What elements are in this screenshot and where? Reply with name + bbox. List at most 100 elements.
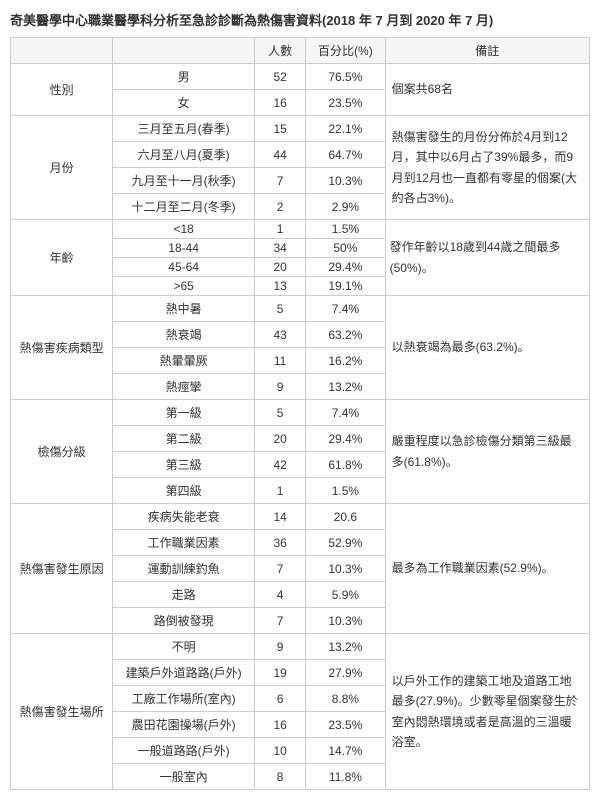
subcategory-cell: >65 (113, 277, 255, 296)
count-cell: 4 (255, 582, 306, 608)
header-blank1 (11, 38, 113, 64)
count-cell: 36 (255, 530, 306, 556)
subcategory-cell: 工作職業因素 (113, 530, 255, 556)
count-cell: 44 (255, 142, 306, 168)
count-cell: 2 (255, 194, 306, 220)
pct-cell: 7.4% (306, 296, 385, 322)
subcategory-cell: 不明 (113, 634, 255, 660)
pct-cell: 8.8% (306, 686, 385, 712)
subcategory-cell: 男 (113, 64, 255, 90)
table-row: 年齡<1811.5%發作年齡以18歲到44歲之間最多(50%)。 (11, 220, 590, 239)
table-row: 檢傷分級第一級57.4%嚴重程度以急診檢傷分類第三級最多(61.8%)。 (11, 400, 590, 426)
category-cell: 月份 (11, 116, 113, 220)
pct-cell: 10.3% (306, 556, 385, 582)
count-cell: 14 (255, 504, 306, 530)
header-note: 備註 (385, 38, 589, 64)
subcategory-cell: 第二級 (113, 426, 255, 452)
table-row: 月份三月至五月(春季)1522.1%熱傷害發生的月份分佈於4月到12月，其中以6… (11, 116, 590, 142)
pct-cell: 1.5% (306, 478, 385, 504)
count-cell: 43 (255, 322, 306, 348)
pct-cell: 52.9% (306, 530, 385, 556)
count-cell: 20 (255, 258, 306, 277)
pct-cell: 13.2% (306, 374, 385, 400)
pct-cell: 13.2% (306, 634, 385, 660)
pct-cell: 29.4% (306, 258, 385, 277)
subcategory-cell: 九月至十一月(秋季) (113, 168, 255, 194)
pct-cell: 23.5% (306, 712, 385, 738)
count-cell: 16 (255, 90, 306, 116)
subcategory-cell: 熱痙攣 (113, 374, 255, 400)
pct-cell: 27.9% (306, 660, 385, 686)
pct-cell: 16.2% (306, 348, 385, 374)
subcategory-cell: 工廠工作場所(室內) (113, 686, 255, 712)
subcategory-cell: 第三級 (113, 452, 255, 478)
count-cell: 16 (255, 712, 306, 738)
pct-cell: 22.1% (306, 116, 385, 142)
note-cell: 最多為工作職業因素(52.9%)。 (385, 504, 589, 634)
count-cell: 7 (255, 608, 306, 634)
table-row: 熱傷害發生場所不明913.2%以戶外工作的建築工地及道路工地最多(27.9%)。… (11, 634, 590, 660)
pct-cell: 76.5% (306, 64, 385, 90)
category-cell: 熱傷害疾病類型 (11, 296, 113, 400)
pct-cell: 10.3% (306, 608, 385, 634)
count-cell: 9 (255, 374, 306, 400)
note-cell: 個案共68名 (385, 64, 589, 116)
page-title: 奇美醫學中心職業醫學科分析至急診診斷為熱傷害資料(2018 年 7 月到 202… (10, 10, 590, 29)
pct-cell: 2.9% (306, 194, 385, 220)
subcategory-cell: 熱中暑 (113, 296, 255, 322)
note-cell: 以熱衰竭為最多(63.2%)。 (385, 296, 589, 400)
count-cell: 8 (255, 764, 306, 790)
count-cell: 5 (255, 296, 306, 322)
subcategory-cell: 疾病失能老衰 (113, 504, 255, 530)
pct-cell: 64.7% (306, 142, 385, 168)
subcategory-cell: 熱衰竭 (113, 322, 255, 348)
pct-cell: 7.4% (306, 400, 385, 426)
count-cell: 15 (255, 116, 306, 142)
count-cell: 1 (255, 478, 306, 504)
data-table: 人數 百分比(%) 備註 性別男5276.5%個案共68名女1623.5%月份三… (10, 37, 590, 790)
subcategory-cell: 三月至五月(春季) (113, 116, 255, 142)
count-cell: 42 (255, 452, 306, 478)
pct-cell: 50% (306, 239, 385, 258)
subcategory-cell: 熱暈暈厥 (113, 348, 255, 374)
subcategory-cell: 第四級 (113, 478, 255, 504)
pct-cell: 63.2% (306, 322, 385, 348)
note-cell: 以戶外工作的建築工地及道路工地最多(27.9%)。少數零星個案發生於室內悶熱環境… (385, 634, 589, 790)
category-cell: 性別 (11, 64, 113, 116)
count-cell: 9 (255, 634, 306, 660)
count-cell: 13 (255, 277, 306, 296)
table-row: 性別男5276.5%個案共68名 (11, 64, 590, 90)
subcategory-cell: 45-64 (113, 258, 255, 277)
count-cell: 7 (255, 168, 306, 194)
pct-cell: 61.8% (306, 452, 385, 478)
table-row: 熱傷害疾病類型熱中暑57.4%以熱衰竭為最多(63.2%)。 (11, 296, 590, 322)
subcategory-cell: 十二月至二月(冬季) (113, 194, 255, 220)
category-cell: 檢傷分級 (11, 400, 113, 504)
pct-cell: 14.7% (306, 738, 385, 764)
subcategory-cell: 運動訓練釣魚 (113, 556, 255, 582)
header-blank2 (113, 38, 255, 64)
pct-cell: 23.5% (306, 90, 385, 116)
pct-cell: 29.4% (306, 426, 385, 452)
note-cell: 嚴重程度以急診檢傷分類第三級最多(61.8%)。 (385, 400, 589, 504)
pct-cell: 19.1% (306, 277, 385, 296)
subcategory-cell: 農田花園操場(戶外) (113, 712, 255, 738)
count-cell: 6 (255, 686, 306, 712)
pct-cell: 10.3% (306, 168, 385, 194)
subcategory-cell: 路倒被發現 (113, 608, 255, 634)
category-cell: 熱傷害發生場所 (11, 634, 113, 790)
count-cell: 20 (255, 426, 306, 452)
header-pct: 百分比(%) (306, 38, 385, 64)
header-row: 人數 百分比(%) 備註 (11, 38, 590, 64)
pct-cell: 11.8% (306, 764, 385, 790)
subcategory-cell: 女 (113, 90, 255, 116)
subcategory-cell: 一般室內 (113, 764, 255, 790)
pct-cell: 20.6 (306, 504, 385, 530)
count-cell: 1 (255, 220, 306, 239)
subcategory-cell: 建築戶外道路路(戶外) (113, 660, 255, 686)
header-count: 人數 (255, 38, 306, 64)
pct-cell: 5.9% (306, 582, 385, 608)
note-cell: 發作年齡以18歲到44歲之間最多(50%)。 (385, 220, 589, 296)
category-cell: 年齡 (11, 220, 113, 296)
count-cell: 34 (255, 239, 306, 258)
